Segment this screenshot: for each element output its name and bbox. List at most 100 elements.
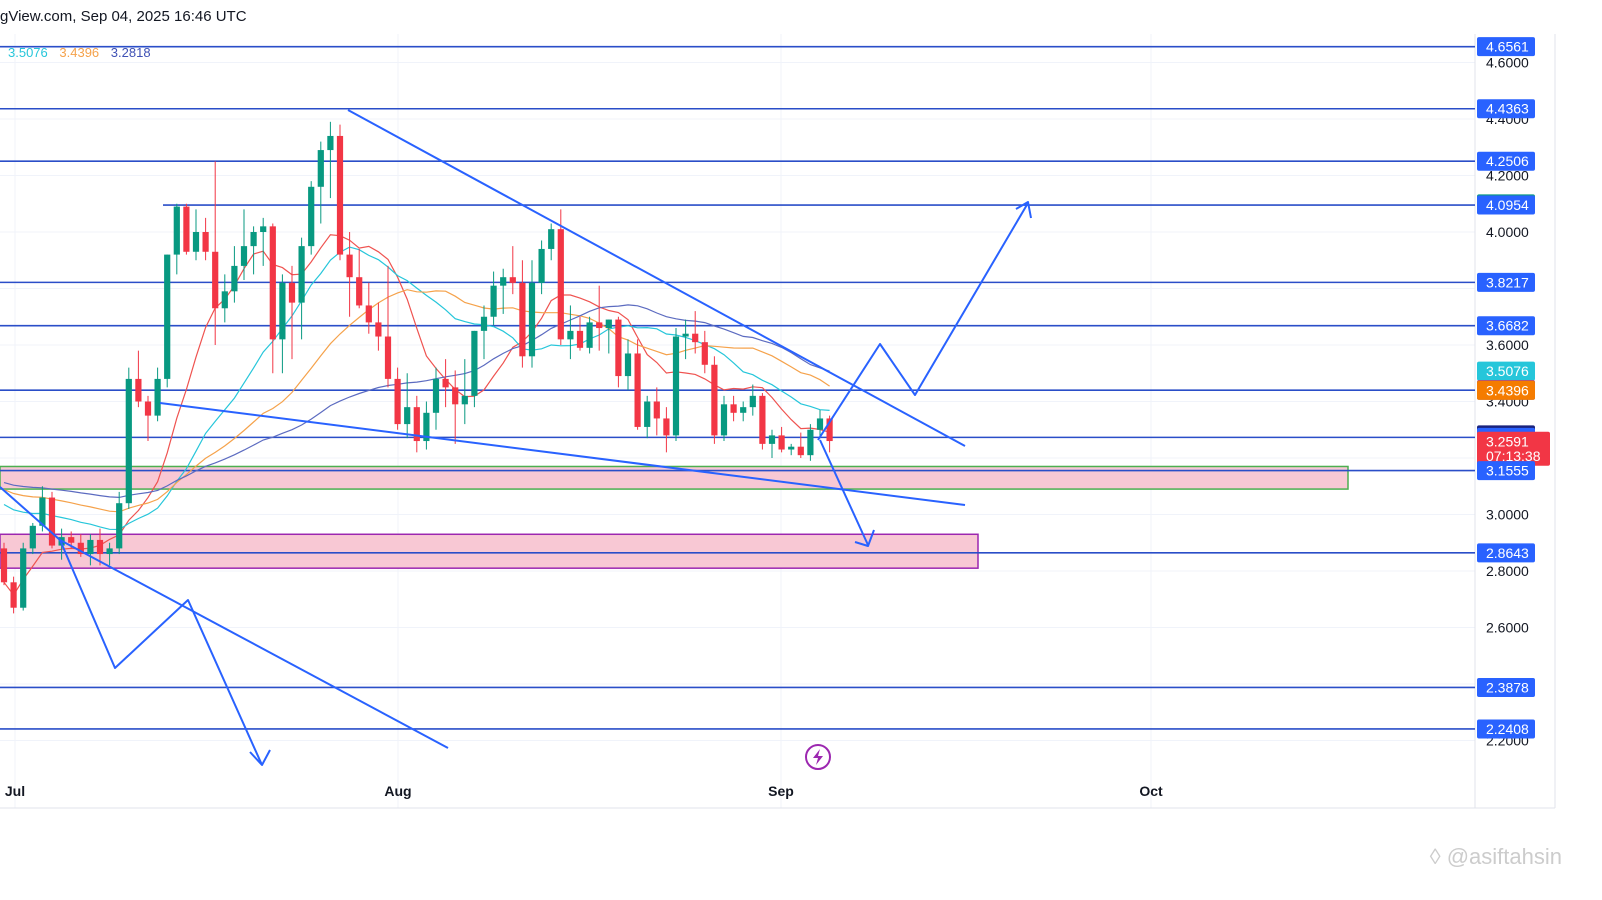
candle-body (183, 206, 190, 252)
candle-body (231, 265, 238, 292)
price-tag (1477, 195, 1535, 215)
candle-body (452, 387, 459, 405)
price-tag (1477, 543, 1535, 563)
watermark-text: @asiftahsin (1446, 844, 1562, 869)
candle-body (384, 336, 392, 379)
candle-body (442, 378, 449, 388)
time-axis[interactable]: Jul Aug Sep Oct (5, 783, 1163, 799)
price-tag (1477, 461, 1535, 481)
candle-body (778, 435, 785, 450)
trendline (159, 402, 966, 506)
ma-value-2: 3.4396 (59, 45, 100, 60)
price-tag (1477, 380, 1535, 400)
candle-body (202, 232, 209, 252)
candle-body (260, 226, 267, 232)
candle-body (432, 378, 440, 413)
price-tag-label: 2.8643 (1486, 545, 1529, 561)
projection-path (819, 439, 869, 546)
flash-icon[interactable] (805, 744, 831, 770)
support-zones (0, 465, 1349, 569)
candle-body (288, 282, 296, 303)
price-tag (1477, 431, 1550, 466)
candle-body (250, 232, 257, 247)
price-tag-label: 3.2591 (1486, 433, 1529, 449)
watermark-icon: ◊ (1429, 844, 1441, 869)
ma-fast-line (3, 234, 830, 597)
candle-body (548, 229, 555, 249)
candle-body (528, 282, 536, 357)
candle-body (0, 548, 8, 583)
candle-body (96, 539, 104, 555)
price-tick-label: 2.6000 (1486, 620, 1529, 636)
candle-body (279, 282, 286, 340)
candle-body (423, 412, 430, 442)
candle-body (87, 539, 94, 555)
candle-body (490, 285, 497, 317)
candle-body (356, 277, 363, 306)
candle-body (394, 378, 401, 425)
candle-body (413, 407, 420, 442)
candle-body (212, 251, 219, 309)
candle-body (509, 277, 516, 283)
price-tag (1477, 316, 1535, 336)
candle-body (519, 282, 526, 357)
candle-body (375, 322, 382, 337)
candle-body (144, 401, 152, 416)
candle-body (567, 330, 574, 340)
price-tag (1477, 361, 1535, 381)
candle-body (240, 246, 248, 266)
candle-body (586, 322, 593, 348)
candle-body (404, 407, 411, 425)
candlesticks (0, 121, 833, 614)
price-tag-label: 4.6561 (1486, 39, 1529, 55)
candle-body (77, 542, 84, 555)
trendline (347, 109, 966, 447)
candle-body (116, 503, 123, 549)
candle-body (346, 254, 353, 278)
month-label: Oct (1139, 783, 1163, 799)
candle-body (173, 206, 180, 255)
candle-body (720, 404, 728, 436)
candle-body (365, 305, 372, 323)
month-label: Aug (384, 783, 411, 799)
price-tag (1477, 151, 1535, 171)
candle-body (308, 186, 315, 247)
candle-body (480, 316, 488, 331)
watermark: ◊ @asiftahsin (1430, 844, 1562, 870)
candle-body (106, 548, 113, 555)
price-tick-label: 4.6000 (1486, 55, 1529, 71)
candle-body (557, 229, 564, 340)
candle-body (164, 254, 171, 379)
ma-mid-line (3, 246, 830, 531)
arrow-head (854, 529, 875, 547)
price-grid (0, 34, 1556, 809)
candle-body (68, 537, 75, 543)
price-tick-label: 2.8000 (1486, 563, 1529, 579)
arrow-head (1015, 201, 1032, 219)
price-tag-label: 3.5076 (1486, 363, 1529, 379)
candle-body (135, 378, 142, 402)
projection-path (817, 202, 1029, 441)
price-tag (1477, 719, 1535, 739)
candle-body (192, 232, 200, 252)
trendline (59, 539, 449, 749)
price-tag-label: 2.2408 (1486, 721, 1529, 737)
month-label: Jul (5, 783, 25, 799)
candle-body (634, 353, 641, 427)
ma-legend: 3.5076 3.4396 3.2818 (8, 45, 159, 60)
price-tag-label: 4.4363 (1486, 101, 1529, 117)
price-tag (1477, 677, 1535, 697)
candle-body (576, 330, 584, 348)
candle-body (797, 446, 804, 456)
candle-body (20, 548, 27, 608)
candle-body (154, 378, 161, 416)
candle-body (653, 401, 660, 419)
month-label: Sep (768, 783, 794, 799)
candle-body (768, 435, 776, 444)
price-axis[interactable]: 4.60004.40004.20004.00003.60003.40003.20… (1477, 37, 1550, 749)
candle-body (692, 333, 699, 343)
drawings (0, 109, 1032, 766)
candle-body (788, 446, 795, 450)
moving-averages (3, 234, 830, 597)
